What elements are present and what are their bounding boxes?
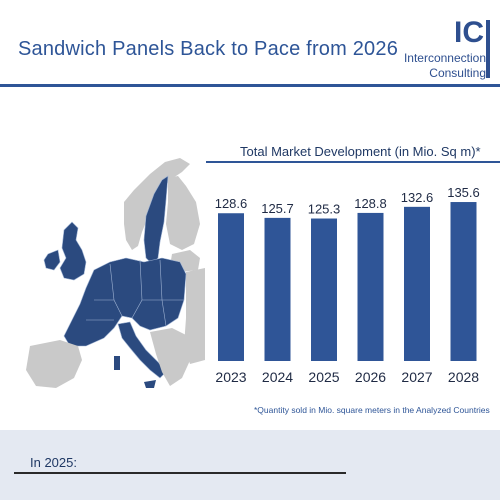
bar-2023: [218, 213, 244, 361]
map-internal-borders: [86, 259, 184, 327]
map-region-ireland: [43, 249, 61, 271]
chart-title: Total Market Development (in Mio. Sq m)*: [240, 144, 481, 159]
header-divider: [0, 84, 500, 87]
x-tick-2023: 2023: [215, 369, 246, 385]
bar-2027: [404, 206, 430, 361]
map-region-norway: [124, 158, 190, 250]
data-label-2028: 135.6: [447, 185, 480, 200]
logo-mark: IC: [454, 16, 484, 49]
map-region-uk: [59, 221, 87, 281]
europe-map: [26, 158, 205, 388]
bars-layer: 128.6 2023 125.7 2024 125.3 2025 128.8 2026 132.…: [215, 185, 480, 385]
company-logo: IC Interconnection Consulting: [398, 18, 492, 82]
map-region-iberia: [26, 340, 82, 388]
x-tick-2028: 2028: [448, 369, 479, 385]
data-label-2026: 128.8: [354, 196, 387, 211]
map-region-sardinia: [114, 356, 120, 370]
chart-title-underline: [206, 161, 500, 163]
data-label-2023: 128.6: [215, 196, 248, 211]
bottom-panel: [0, 430, 500, 500]
x-tick-2027: 2027: [401, 369, 432, 385]
data-label-2024: 125.7: [261, 201, 294, 216]
bar-2024: [264, 217, 291, 361]
data-label-2025: 125.3: [308, 202, 341, 217]
map-region-continental-core: [63, 257, 187, 347]
data-label-2027: 132.6: [401, 190, 434, 205]
logo-bar: [486, 20, 490, 78]
logo-line2: Consulting: [429, 66, 486, 80]
bar-2025: [311, 218, 337, 361]
bottom-section-label: In 2025:: [30, 455, 77, 470]
x-tick-2025: 2025: [308, 369, 339, 385]
page-title: Sandwich Panels Back to Pace from 2026: [18, 38, 399, 60]
x-tick-2026: 2026: [355, 369, 386, 385]
chart-footnote: *Quantity sold in Mio. square meters in …: [254, 405, 490, 415]
bar-2026: [357, 212, 384, 361]
map-region-finland: [166, 176, 200, 250]
map-region-sweden: [143, 175, 169, 265]
map-region-balkans: [150, 328, 192, 386]
bar-chart: 128.6 2023 125.7 2024 125.3 2025 128.8 2026 132.…: [215, 185, 480, 385]
map-region-eastern-europe: [184, 268, 205, 364]
bottom-divider: [14, 472, 346, 474]
map-region-sicily: [144, 380, 156, 388]
logo-line1: Interconnection: [403, 51, 486, 65]
bar-2028: [450, 202, 477, 361]
x-tick-2024: 2024: [262, 369, 293, 385]
map-region-italy: [117, 321, 167, 379]
